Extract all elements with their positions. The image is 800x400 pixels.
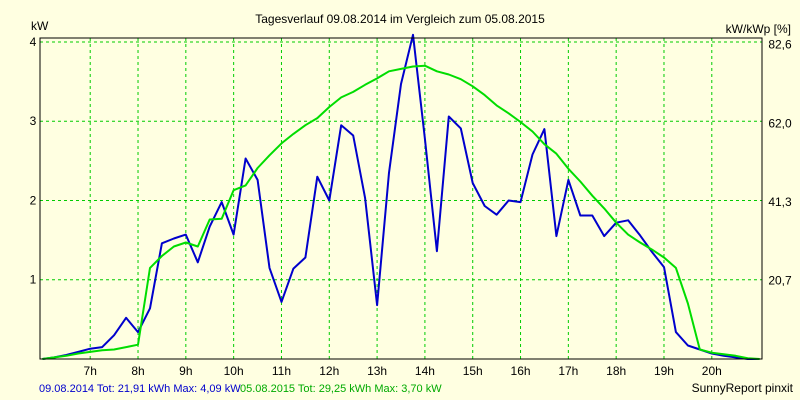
legend-series-1-summary: 09.08.2014 Tot: 21,91 kWh Max: 4,09 kW [39, 383, 241, 395]
right-tick-label: 82,6 [768, 37, 792, 51]
right-tick-label: 41,3 [768, 195, 792, 209]
left-tick-label: 2 [30, 193, 37, 207]
x-tick-label: 14h [415, 364, 435, 378]
footer-credit: SunnyReport pinxit [692, 381, 794, 395]
x-tick-label: 19h [654, 364, 674, 378]
x-tick-label: 15h [463, 364, 483, 378]
plot-frame [39, 37, 763, 360]
x-tick-label: 8h [131, 364, 144, 378]
left-tick-label: 1 [30, 273, 37, 287]
x-tick-label: 10h [224, 364, 244, 378]
series-line-2 [42, 64, 760, 360]
x-tick-label: 16h [511, 364, 531, 378]
x-tick-label: 17h [558, 364, 578, 378]
right-tick-label: 20,7 [768, 274, 792, 288]
right-tick-label: 62,0 [768, 117, 792, 131]
x-tick-label: 18h [606, 364, 626, 378]
x-tick-label: 20h [702, 364, 722, 378]
legend-series-2-summary: 05.08.2015 Tot: 29,25 kWh Max: 3,70 kW [240, 383, 442, 395]
right-axis-label: kW/kWp [%] [726, 22, 791, 36]
x-tick-label: 13h [367, 364, 387, 378]
x-tick-label: 9h [179, 364, 192, 378]
series-line-1 [42, 33, 760, 360]
plot-area [40, 38, 762, 359]
x-tick-label: 7h [84, 364, 97, 378]
left-tick-label: 3 [30, 114, 37, 128]
left-axis-label: kW [31, 19, 49, 33]
left-tick-label: 4 [30, 35, 37, 49]
chart-title: Tagesverlauf 09.08.2014 im Vergleich zum… [255, 12, 545, 26]
x-tick-label: 11h [272, 364, 291, 378]
x-tick-label: 12h [319, 364, 339, 378]
